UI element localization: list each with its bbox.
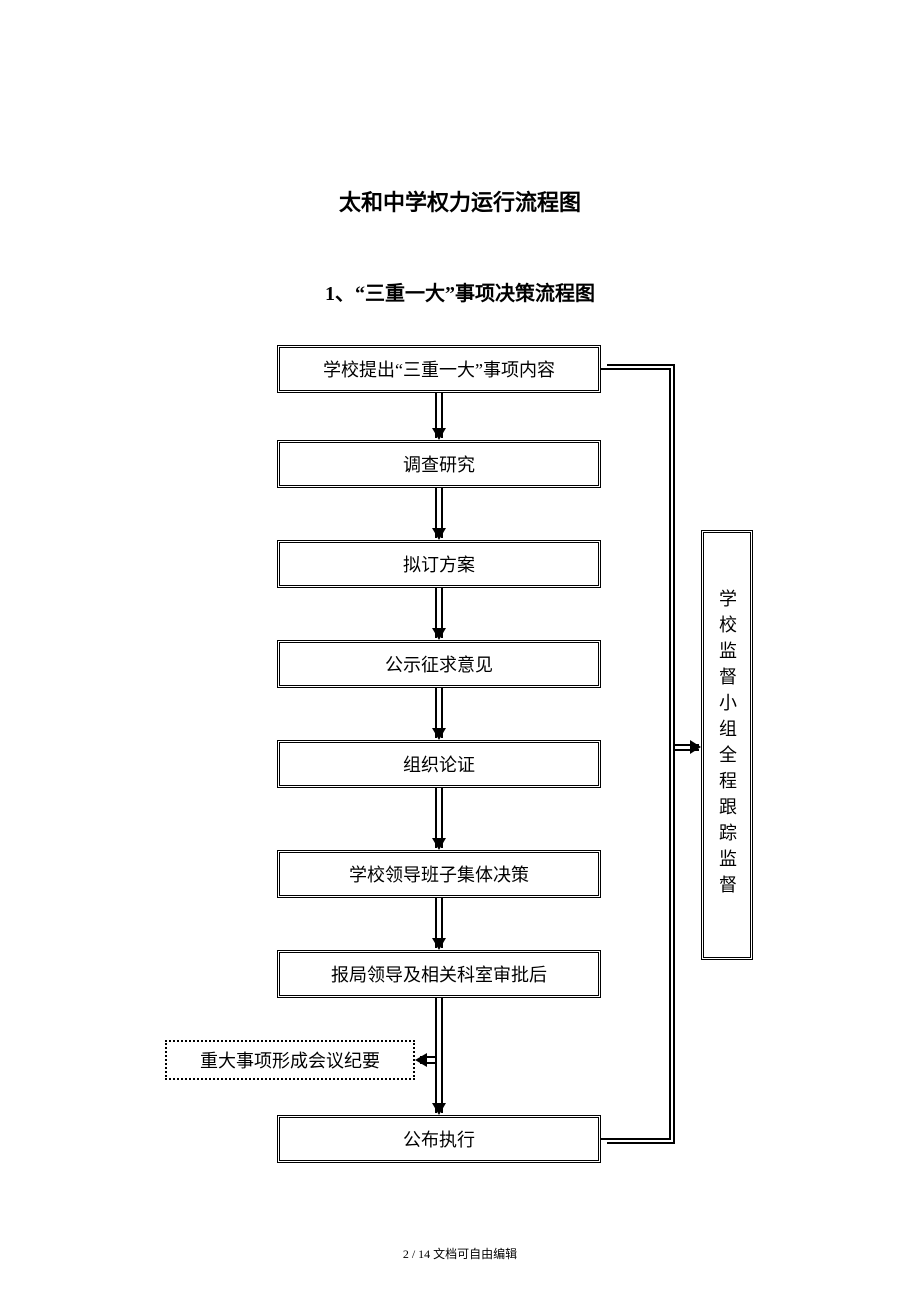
page-footer: 2 / 14 文档可自由编辑 xyxy=(0,1245,920,1262)
flow-node-7: 报局领导及相关科室审批后 xyxy=(277,950,601,998)
flow-node-3: 拟订方案 xyxy=(277,540,601,588)
page-title: 太和中学权力运行流程图 xyxy=(0,185,920,217)
flow-node-2: 调查研究 xyxy=(277,440,601,488)
flow-node-note: 重大事项形成会议纪要 xyxy=(165,1040,415,1080)
flow-node-5: 组织论证 xyxy=(277,740,601,788)
monitor-box: 学校监督小组全程跟踪监督 xyxy=(701,530,753,960)
flow-node-6: 学校领导班子集体决策 xyxy=(277,850,601,898)
flow-node-9: 公布执行 xyxy=(277,1115,601,1163)
section-title: 1、“三重一大”事项决策流程图 xyxy=(0,277,920,306)
flow-node-1: 学校提出“三重一大”事项内容 xyxy=(277,345,601,393)
flow-node-4: 公示征求意见 xyxy=(277,640,601,688)
